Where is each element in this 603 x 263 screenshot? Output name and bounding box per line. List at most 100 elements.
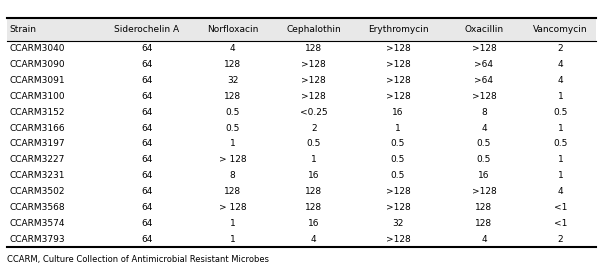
- Text: > 128: > 128: [219, 203, 247, 212]
- Text: >128: >128: [302, 76, 326, 85]
- Text: Oxacillin: Oxacillin: [464, 25, 504, 34]
- Text: 64: 64: [141, 219, 153, 228]
- Text: 4: 4: [481, 124, 487, 133]
- Text: CCARM3100: CCARM3100: [10, 92, 65, 101]
- Text: 8: 8: [230, 171, 235, 180]
- Text: 64: 64: [141, 76, 153, 85]
- Text: CCARM, Culture Collection of Antimicrobial Resistant Microbes: CCARM, Culture Collection of Antimicrobi…: [7, 255, 269, 263]
- Text: 4: 4: [230, 44, 235, 53]
- Text: Vancomycin: Vancomycin: [533, 25, 588, 34]
- Text: 64: 64: [141, 108, 153, 117]
- Text: 1: 1: [230, 235, 235, 244]
- Text: 4: 4: [558, 60, 563, 69]
- Text: 64: 64: [141, 60, 153, 69]
- Text: >128: >128: [386, 76, 411, 85]
- Text: 1: 1: [558, 92, 563, 101]
- Text: 64: 64: [141, 92, 153, 101]
- Text: >64: >64: [475, 76, 493, 85]
- Text: 2: 2: [558, 44, 563, 53]
- Text: CCARM3091: CCARM3091: [10, 76, 65, 85]
- Text: <1: <1: [554, 219, 567, 228]
- Text: 0.5: 0.5: [477, 139, 491, 149]
- Text: 4: 4: [311, 235, 317, 244]
- Text: Siderochelin A: Siderochelin A: [114, 25, 179, 34]
- Text: CCARM3568: CCARM3568: [10, 203, 65, 212]
- Text: CCARM3166: CCARM3166: [10, 124, 65, 133]
- Text: 16: 16: [308, 171, 320, 180]
- Text: CCARM3197: CCARM3197: [10, 139, 65, 149]
- Text: 0.5: 0.5: [391, 171, 405, 180]
- Text: 0.5: 0.5: [226, 108, 240, 117]
- Text: 0.5: 0.5: [554, 108, 567, 117]
- Text: 64: 64: [141, 124, 153, 133]
- Text: CCARM3227: CCARM3227: [10, 155, 65, 164]
- Text: >128: >128: [302, 60, 326, 69]
- Text: 32: 32: [393, 219, 404, 228]
- Text: 128: 128: [305, 203, 323, 212]
- Text: 2: 2: [311, 124, 317, 133]
- Text: 128: 128: [305, 187, 323, 196]
- Text: 64: 64: [141, 171, 153, 180]
- Text: 64: 64: [141, 155, 153, 164]
- Bar: [7, 18, 596, 41]
- Text: 128: 128: [224, 92, 241, 101]
- Text: 0.5: 0.5: [306, 139, 321, 149]
- Text: >128: >128: [386, 187, 411, 196]
- Text: 128: 128: [305, 44, 323, 53]
- Text: Strain: Strain: [10, 25, 37, 34]
- Text: 1: 1: [311, 155, 317, 164]
- Text: <1: <1: [554, 203, 567, 212]
- Text: 32: 32: [227, 76, 238, 85]
- Text: CCARM3793: CCARM3793: [10, 235, 65, 244]
- Text: 128: 128: [475, 203, 493, 212]
- Text: CCARM3152: CCARM3152: [10, 108, 65, 117]
- Text: 64: 64: [141, 139, 153, 149]
- Text: CCARM3090: CCARM3090: [10, 60, 65, 69]
- Text: 1: 1: [558, 171, 563, 180]
- Text: 64: 64: [141, 203, 153, 212]
- Text: <0.25: <0.25: [300, 108, 327, 117]
- Text: 64: 64: [141, 235, 153, 244]
- Text: 128: 128: [224, 187, 241, 196]
- Text: 1: 1: [230, 139, 235, 149]
- Text: Erythromycin: Erythromycin: [368, 25, 428, 34]
- Text: 0.5: 0.5: [391, 155, 405, 164]
- Text: 8: 8: [481, 108, 487, 117]
- Text: > 128: > 128: [219, 155, 247, 164]
- Text: 0.5: 0.5: [477, 155, 491, 164]
- Text: 1: 1: [395, 124, 401, 133]
- Text: 16: 16: [393, 108, 404, 117]
- Text: Cephalothin: Cephalothin: [286, 25, 341, 34]
- Text: >128: >128: [386, 44, 411, 53]
- Text: 0.5: 0.5: [554, 139, 567, 149]
- Text: >64: >64: [475, 60, 493, 69]
- Text: CCARM3040: CCARM3040: [10, 44, 65, 53]
- Text: 0.5: 0.5: [391, 139, 405, 149]
- Text: 0.5: 0.5: [226, 124, 240, 133]
- Text: >128: >128: [386, 92, 411, 101]
- Text: 1: 1: [230, 219, 235, 228]
- Text: Norfloxacin: Norfloxacin: [207, 25, 258, 34]
- Text: >128: >128: [302, 92, 326, 101]
- Text: 4: 4: [558, 76, 563, 85]
- Text: 2: 2: [558, 235, 563, 244]
- Text: 1: 1: [558, 124, 563, 133]
- Text: 64: 64: [141, 44, 153, 53]
- Text: 4: 4: [481, 235, 487, 244]
- Text: >128: >128: [386, 60, 411, 69]
- Text: 4: 4: [558, 187, 563, 196]
- Text: CCARM3231: CCARM3231: [10, 171, 65, 180]
- Text: >128: >128: [472, 92, 496, 101]
- Text: 1: 1: [558, 155, 563, 164]
- Text: 64: 64: [141, 187, 153, 196]
- Text: 128: 128: [224, 60, 241, 69]
- Text: 16: 16: [308, 219, 320, 228]
- Text: >128: >128: [472, 187, 496, 196]
- Text: >128: >128: [386, 203, 411, 212]
- Text: CCARM3502: CCARM3502: [10, 187, 65, 196]
- Text: 16: 16: [478, 171, 490, 180]
- Text: 128: 128: [475, 219, 493, 228]
- Text: >128: >128: [472, 44, 496, 53]
- Text: >128: >128: [386, 235, 411, 244]
- Text: CCARM3574: CCARM3574: [10, 219, 65, 228]
